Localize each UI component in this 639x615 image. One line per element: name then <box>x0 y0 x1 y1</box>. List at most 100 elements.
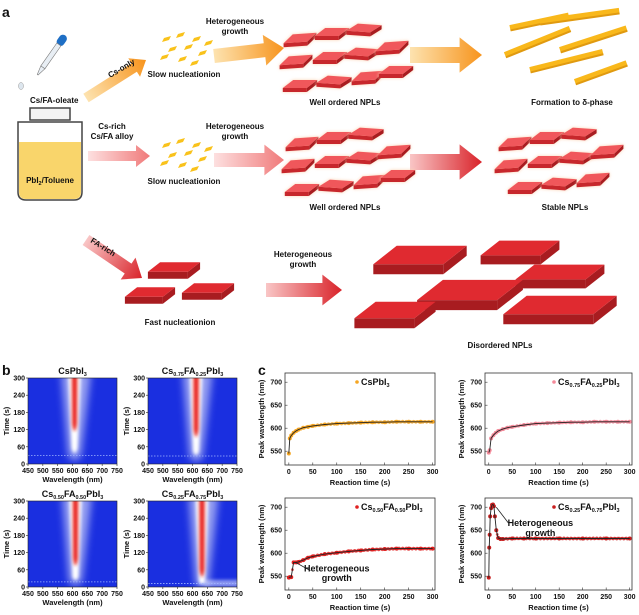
y-tick-label: 600 <box>470 426 482 433</box>
x-tick-label: 300 <box>427 594 439 601</box>
text-part: Cs <box>58 366 70 376</box>
y-tick-label: 600 <box>470 551 482 558</box>
annotation-text: growth <box>525 528 555 538</box>
heatmap-1: CsPbI3 450 500 550 600 650 700 750 0 60 120 180 240 3… <box>2 366 123 484</box>
x-tick-label: 600 <box>187 468 199 475</box>
x-tick-label: 500 <box>37 468 49 475</box>
nucleus-flake <box>162 142 171 148</box>
plate-top <box>373 245 467 265</box>
disordered-nanoplatelets <box>354 240 617 329</box>
plate-side <box>283 41 308 48</box>
plate-top <box>348 127 384 137</box>
x-tick-label: 100 <box>530 469 542 476</box>
text-part: PbI <box>602 502 616 512</box>
text-part: CsPbI <box>361 377 387 387</box>
rod-body <box>503 25 572 58</box>
plate-side <box>346 158 371 165</box>
nanoplatelet-cluster <box>279 23 414 92</box>
arrow-alloy <box>88 145 150 167</box>
plate-side <box>402 66 414 78</box>
bottle-label: PbI2/Toluene <box>26 176 74 187</box>
nucleus-flake <box>204 40 213 46</box>
row2-final-label: Stable NPLs <box>542 203 589 212</box>
line-plot-3: 0 50 100 150 200 250 300 550 600 650 700 Reaction t… <box>257 497 439 612</box>
x-tick-label: 0 <box>287 594 291 601</box>
legend-marker <box>552 505 556 509</box>
nucleus-flake <box>178 56 187 62</box>
x-tick-label: 200 <box>379 594 391 601</box>
x-tick-label: 150 <box>355 594 367 601</box>
x-tick-label: 0 <box>487 594 491 601</box>
x-tick-label: 450 <box>142 591 154 598</box>
y-axis-label: Time (s) <box>122 406 131 435</box>
y-tick-label: 180 <box>13 410 25 417</box>
x-tick-label: 250 <box>403 469 415 476</box>
arrow-shape <box>410 37 482 73</box>
nucleus-flake <box>184 44 193 50</box>
bottle-cap <box>29 107 71 121</box>
heatmap-peak <box>199 501 205 577</box>
text-part: PbI <box>70 366 84 376</box>
panel-a: a Cs/FA-oleate PbI2/Toluene Cs-only Slow… <box>2 4 628 350</box>
plate-side <box>561 134 586 141</box>
subscript: 3 <box>387 383 390 389</box>
plate-side <box>309 136 319 150</box>
plate-side <box>181 292 222 300</box>
plate-side <box>305 158 315 172</box>
plate-top <box>378 66 414 74</box>
plate-side <box>518 158 528 172</box>
annotation-arrow <box>495 506 509 524</box>
y-tick-label: 650 <box>270 528 282 535</box>
arrow-delta-phase <box>410 37 482 73</box>
arrow-fa-rich <box>82 235 142 280</box>
x-tick-label: 600 <box>67 468 79 475</box>
text-part: PbI <box>405 502 419 512</box>
x-tick-label: 300 <box>427 469 439 476</box>
row2-nucleation: Slow nucleationion <box>148 177 221 186</box>
plate-side <box>529 140 554 144</box>
dropper-tube <box>40 42 62 70</box>
plate-side <box>540 240 560 265</box>
plate-top <box>279 54 313 66</box>
heatmap-4: Cs0.25FA0.75PbI3 450 500 550 600 650 700 750 0 60… <box>122 489 243 607</box>
heatmap-area <box>148 501 237 587</box>
x-axis-label: Wavelength (nm) <box>162 598 223 607</box>
nanoplatelet-cluster <box>281 127 416 196</box>
plate-side <box>282 88 307 92</box>
x-tick-label: 300 <box>624 469 636 476</box>
y-tick-label: 600 <box>270 426 282 433</box>
y-tick-label: 0 <box>141 462 145 469</box>
nucleus-flake <box>190 166 199 172</box>
legend-label: Cs0.50FA0.50PbI3 <box>361 502 423 514</box>
plate-side <box>221 283 235 300</box>
x-tick-label: 100 <box>331 469 343 476</box>
text-part: PbI <box>206 366 220 376</box>
y-tick-label: 60 <box>17 567 25 574</box>
text-part: FA <box>383 502 395 512</box>
y-tick-label: 180 <box>13 533 25 540</box>
legend-marker <box>552 380 556 384</box>
plate-side <box>370 25 382 37</box>
plate-side <box>399 40 409 54</box>
row2-condition-l1: Cs-rich <box>98 122 126 131</box>
x-axis-label: Wavelength (nm) <box>42 475 103 484</box>
plate-side <box>279 63 304 70</box>
subscript: 0.50 <box>53 495 64 501</box>
arrow-growth-row2 <box>214 144 284 176</box>
fit-line <box>488 503 630 578</box>
plate-side <box>340 77 352 89</box>
y-tick-label: 120 <box>133 427 145 434</box>
y-tick-label: 60 <box>137 444 145 451</box>
y-tick-label: 550 <box>270 449 282 456</box>
heatmap-peak <box>72 501 79 566</box>
y-tick-label: 240 <box>133 516 145 523</box>
row1-nucleation: Slow nucleationion <box>148 70 221 79</box>
plate-top <box>282 80 318 88</box>
plate-side <box>377 153 402 160</box>
heatmap-tail <box>204 579 237 587</box>
schematic-artwork <box>17 7 628 329</box>
x-tick-label: 150 <box>553 469 565 476</box>
x-tick-label: 700 <box>216 591 228 598</box>
text-part: FA <box>64 489 76 499</box>
plate-side <box>346 30 371 37</box>
